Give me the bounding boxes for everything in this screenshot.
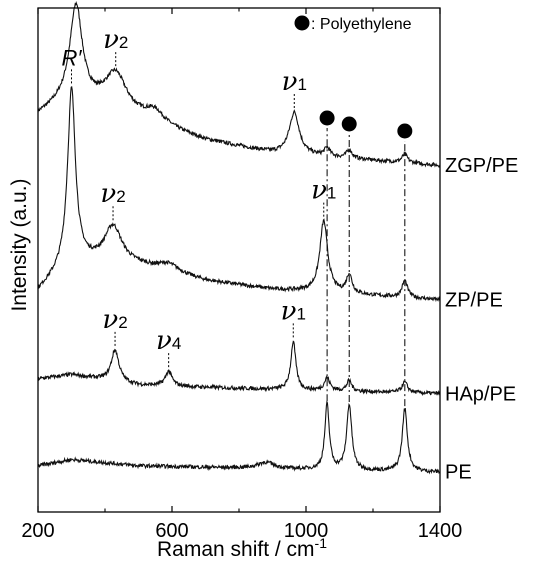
peak-label: ν1 <box>311 176 336 206</box>
peak-guide-lines <box>71 52 406 407</box>
peak-label: ν2 <box>102 305 127 335</box>
series-labels: ZGP/PE ZP/PE HAp/PE PE <box>445 155 518 483</box>
spectrum-line <box>37 1 441 169</box>
x-axis-title: Raman shift / cm-1 <box>157 535 327 561</box>
peak-label-subscript: 4 <box>172 334 181 353</box>
peak-label-subscript: 2 <box>119 33 128 52</box>
series-label: ZGP/PE <box>445 155 518 177</box>
x-tick-label: 1000 <box>284 520 329 542</box>
y-axis-title: Intensity (a.u.) <box>8 178 31 311</box>
x-tick-label: 1400 <box>418 520 463 542</box>
polyethylene-marker <box>397 123 413 139</box>
spectrum-traces <box>37 1 441 475</box>
peak-label-subscript: 1 <box>296 304 305 323</box>
peak-label: R′ <box>61 45 82 70</box>
polyethylene-marker <box>341 116 357 132</box>
x-axis-title-text: Raman shift / cm <box>157 538 315 561</box>
x-axis-title-superscript: -1 <box>315 535 328 551</box>
series-label: HAp/PE <box>445 383 516 405</box>
legend: : Polyethylene <box>294 15 412 33</box>
x-tick-label: 200 <box>21 520 54 542</box>
peak-label: ν1 <box>282 67 307 97</box>
x-axis-ticks: 200 600 1000 1400 <box>21 8 462 542</box>
polyethylene-marker <box>319 110 335 126</box>
spectrum-line <box>37 340 441 397</box>
peak-label-subscript: 2 <box>118 313 127 332</box>
legend-text: : Polyethylene <box>311 16 412 33</box>
series-label: PE <box>445 462 472 484</box>
x-tick-label: 600 <box>155 520 188 542</box>
peak-label: ν4 <box>156 326 181 356</box>
peak-label: ν1 <box>281 296 306 326</box>
polyethylene-markers <box>319 110 413 139</box>
spectrum-line <box>37 86 441 303</box>
legend-marker <box>294 15 310 31</box>
peak-label-subscript: 1 <box>297 75 306 94</box>
peak-label-subscript: 1 <box>327 184 336 203</box>
spectrum-line <box>37 400 441 475</box>
peak-label-subscript: 2 <box>116 187 125 206</box>
peak-label: ν2 <box>100 179 125 209</box>
peak-label: ν2 <box>103 25 128 55</box>
series-label: ZP/PE <box>445 290 503 312</box>
